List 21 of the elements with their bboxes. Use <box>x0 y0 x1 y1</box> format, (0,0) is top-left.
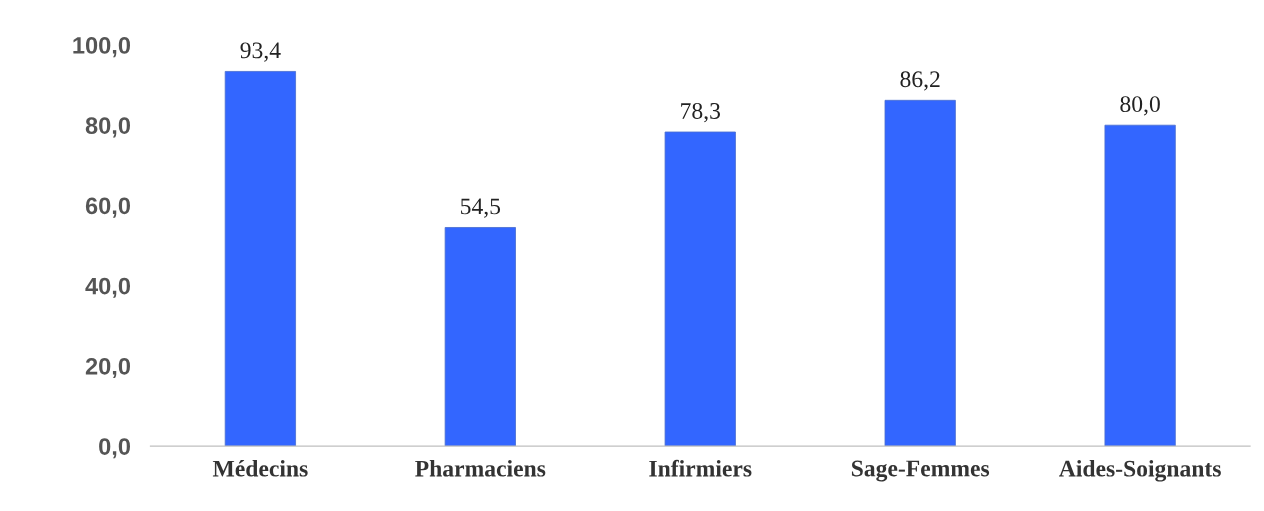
x-tick-label: Sage-Femmes <box>851 460 990 482</box>
x-tick-label: Médecins <box>212 459 308 477</box>
data-label: 78,3 <box>681 102 720 123</box>
y-tick-label: 40,0 <box>85 277 131 298</box>
y-tick-label: 60,0 <box>85 197 131 218</box>
bar <box>444 227 516 447</box>
bar <box>884 99 956 447</box>
y-tick-label: 20,0 <box>85 357 131 379</box>
y-tick-label: 0,0 <box>99 438 131 459</box>
bar <box>1104 124 1176 447</box>
bar <box>664 131 736 447</box>
y-tick-label: 80,0 <box>85 117 131 138</box>
x-tick-label: Pharmaciens <box>415 459 546 477</box>
data-label: 54,5 <box>461 198 501 218</box>
data-label: 80,0 <box>1120 96 1160 116</box>
y-tick-label: 100,0 <box>73 37 131 58</box>
data-label: 93,4 <box>240 42 281 62</box>
data-label: 86,2 <box>900 71 940 91</box>
bar <box>224 71 296 447</box>
x-tick-label: Aides-Soignants <box>1059 459 1221 482</box>
x-tick-label: Infirmiers <box>649 459 752 477</box>
